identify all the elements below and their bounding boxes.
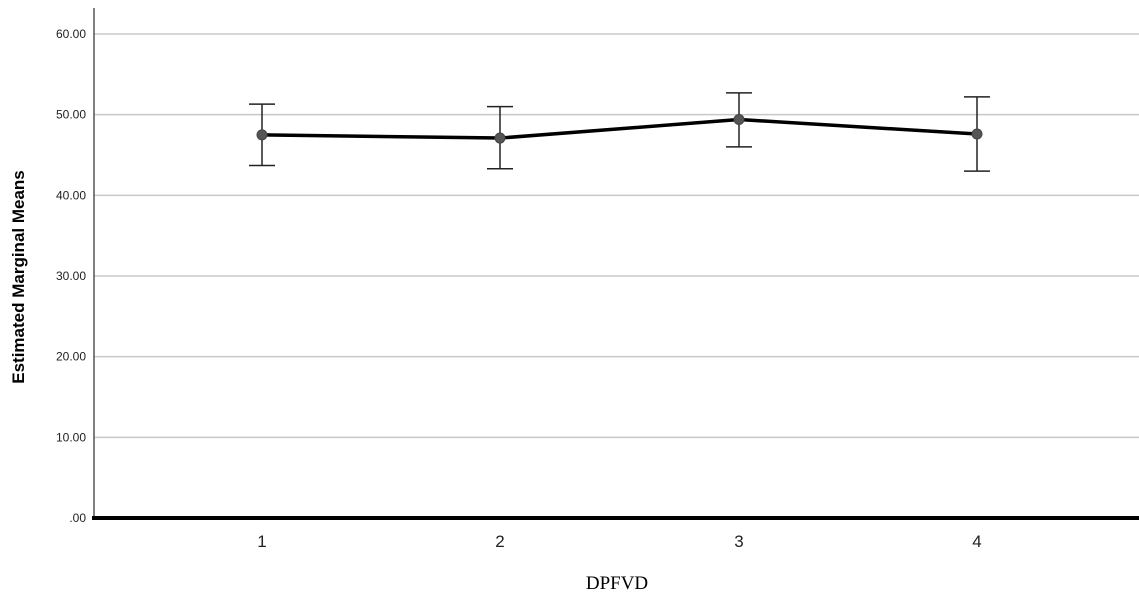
x-tick-label: 3 — [734, 532, 743, 551]
x-tick-labels: 1 2 3 4 — [257, 532, 981, 551]
x-axis-label: DPFVD — [586, 573, 648, 594]
x-tick-label: 1 — [257, 532, 266, 551]
data-points — [256, 114, 983, 144]
x-tick-label: 2 — [495, 532, 504, 551]
x-tick-label: 4 — [972, 532, 981, 551]
data-point — [733, 114, 745, 126]
y-tick-label: 30.00 — [56, 269, 86, 283]
error-bars — [249, 92, 990, 172]
y-tick-label: .00 — [69, 511, 86, 525]
y-tick-label: 50.00 — [56, 108, 86, 122]
data-point — [494, 132, 506, 144]
y-tick-label: 60.00 — [56, 27, 86, 41]
y-tick-labels: .00 10.00 20.00 30.00 40.00 50.00 60.00 — [56, 27, 86, 525]
grid-lines — [94, 33, 1139, 439]
axes — [92, 8, 1139, 520]
y-tick-label: 40.00 — [56, 188, 86, 202]
series-lines — [261, 117, 978, 140]
series-line — [261, 117, 978, 140]
data-point — [256, 129, 268, 141]
y-axis-label: Estimated Marginal Means — [9, 170, 28, 384]
data-point — [971, 128, 983, 140]
y-tick-label: 10.00 — [56, 430, 86, 444]
y-tick-label: 20.00 — [56, 350, 86, 364]
